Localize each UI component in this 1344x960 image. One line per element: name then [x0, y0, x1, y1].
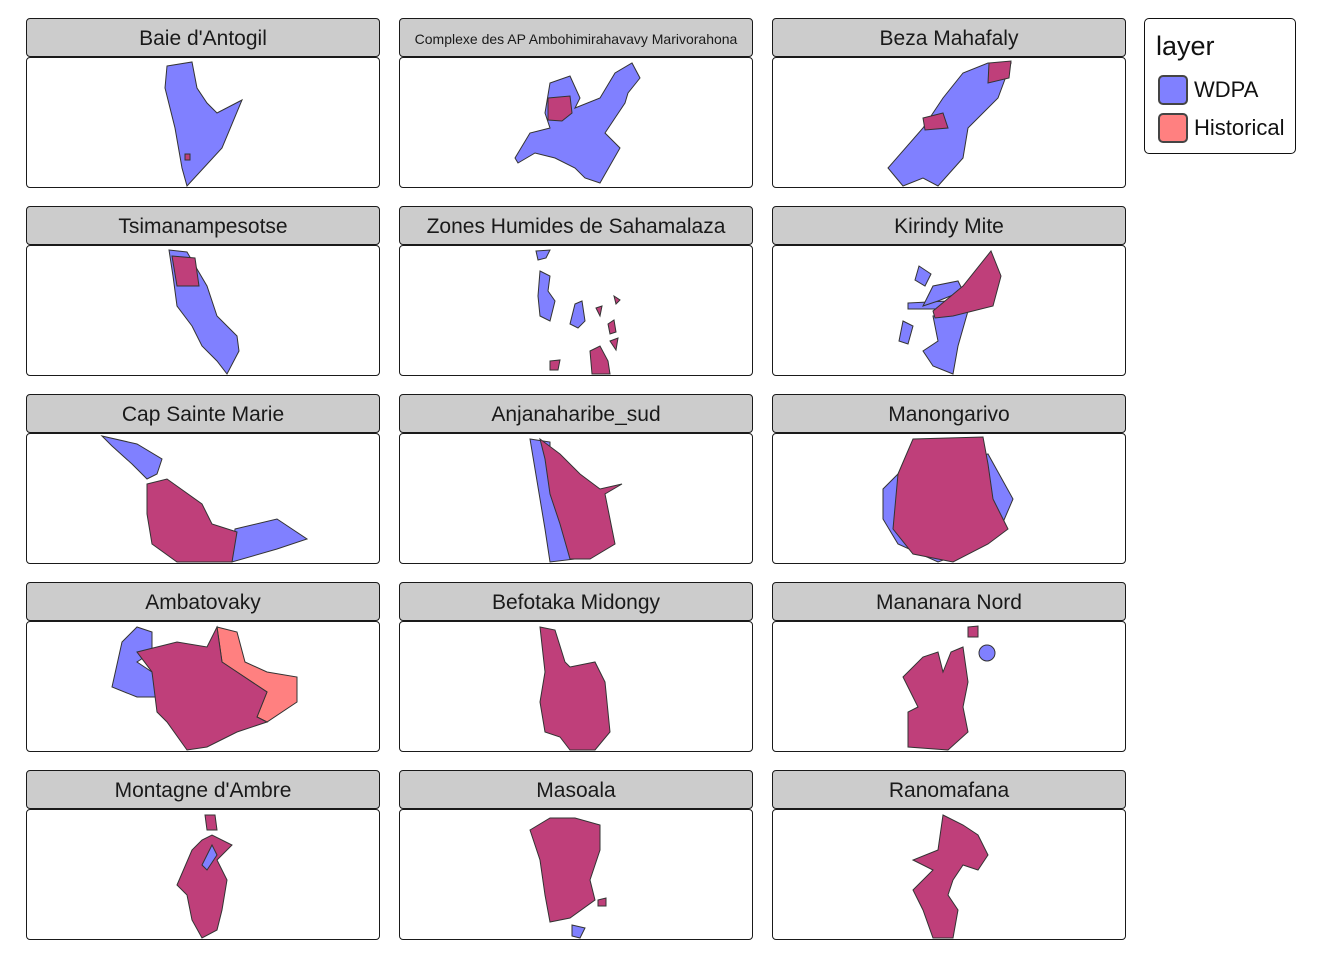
wdpa-polygon	[535, 249, 551, 261]
legend-title: layer	[1156, 31, 1215, 61]
overlap-polygon	[136, 625, 269, 751]
wdpa-polygon	[537, 270, 556, 322]
legend-label-wdpa: WDPA	[1194, 77, 1259, 102]
wdpa-polygon	[164, 61, 243, 187]
facet-plot-area	[26, 433, 380, 564]
wdpa-polygon	[569, 300, 586, 329]
facet-panel: Beza Mahafaly	[772, 18, 1126, 188]
facet-strip-label: Anjanaharibe_sud	[399, 394, 753, 433]
facet-strip-label: Ambatovaky	[26, 582, 380, 621]
overlap-polygon	[922, 112, 949, 131]
overlap-polygon	[607, 319, 617, 335]
facet-strip-label: Montagne d'Ambre	[26, 770, 380, 809]
facet-panel: Zones Humides de Sahamalaza	[399, 206, 753, 376]
facet-panel: Baie d'Antogil	[26, 18, 380, 188]
legend-key-historical	[1158, 113, 1188, 143]
facet-plot-area	[399, 621, 753, 752]
facet-strip-label: Ranomafana	[772, 770, 1126, 809]
facet-strip-label: Mananara Nord	[772, 582, 1126, 621]
facet-plot-area	[772, 433, 1126, 564]
facet-strip-label: Beza Mahafaly	[772, 18, 1126, 57]
overlap-polygon	[613, 294, 621, 305]
facet-strip-label: Befotaka Midongy	[399, 582, 753, 621]
overlap-polygon	[539, 626, 611, 751]
facet-plot-area	[26, 621, 380, 752]
facet-plot-area	[399, 809, 753, 940]
overlap-polygon	[597, 897, 607, 907]
overlap-polygon	[987, 60, 1012, 84]
overlap-polygon	[549, 359, 561, 371]
facet-plot-area	[26, 809, 380, 940]
facet-strip-label: Baie d'Antogil	[26, 18, 380, 57]
facet-panel: Anjanaharibe_sud	[399, 394, 753, 564]
facet-panel: Kirindy Mite	[772, 206, 1126, 376]
overlap-polygon	[204, 814, 218, 831]
facet-plot-area	[26, 245, 380, 376]
facet-panel: Ambatovaky	[26, 582, 380, 752]
overlap-polygon	[967, 625, 979, 638]
wdpa-polygon	[571, 924, 586, 939]
wdpa-polygon	[978, 644, 996, 662]
facet-panel: Masoala	[399, 770, 753, 940]
wdpa-polygon	[898, 320, 914, 345]
facet-strip-label: Zones Humides de Sahamalaza	[399, 206, 753, 245]
wdpa-polygon	[922, 310, 969, 375]
facet-strip-label: Complexe des AP Ambohimirahavavy Marivor…	[399, 18, 753, 57]
facet-plot-area	[399, 433, 753, 564]
overlap-polygon	[589, 345, 611, 375]
wdpa-polygon	[887, 62, 1012, 187]
legend-key-wdpa	[1158, 75, 1188, 105]
facet-plot-area	[772, 809, 1126, 940]
overlap-polygon	[892, 436, 1009, 563]
facet-panel: Befotaka Midongy	[399, 582, 753, 752]
wdpa-polygon	[514, 62, 641, 184]
facet-strip-label: Tsimanampesotse	[26, 206, 380, 245]
wdpa-polygon	[922, 280, 964, 307]
facet-plot-area	[399, 245, 753, 376]
overlap-polygon	[932, 250, 1002, 319]
wdpa-polygon	[231, 518, 309, 563]
facet-strip-label: Cap Sainte Marie	[26, 394, 380, 433]
overlap-polygon	[595, 305, 603, 318]
overlap-polygon	[176, 834, 233, 939]
facet-strip-label: Manongarivo	[772, 394, 1126, 433]
facet-panel: Montagne d'Ambre	[26, 770, 380, 940]
facet-strip-label: Masoala	[399, 770, 753, 809]
facet-plot-area	[772, 621, 1126, 752]
facet-panel: Cap Sainte Marie	[26, 394, 380, 564]
facet-plot-area	[399, 57, 753, 188]
facet-panel: Manongarivo	[772, 394, 1126, 564]
facet-plot-area	[772, 245, 1126, 376]
overlap-polygon	[911, 814, 989, 939]
overlap-polygon	[539, 437, 623, 560]
overlap-polygon	[184, 153, 191, 161]
facet-strip-label: Kirindy Mite	[772, 206, 1126, 245]
wdpa-polygon	[201, 843, 218, 871]
overlap-polygon	[902, 646, 969, 751]
facet-panel: Tsimanampesotse	[26, 206, 380, 376]
legend-label-historical: Historical	[1194, 115, 1285, 140]
wdpa-polygon	[100, 435, 163, 480]
overlap-polygon	[609, 337, 619, 352]
facet-plot-area	[26, 57, 380, 188]
overlap-polygon	[547, 95, 573, 122]
facet-plot-area	[772, 57, 1126, 188]
facet-panel: Mananara Nord	[772, 582, 1126, 752]
overlap-polygon	[171, 255, 200, 287]
legend: layer WDPA Historical	[1144, 18, 1296, 154]
facet-panel: Ranomafana	[772, 770, 1126, 940]
overlap-polygon	[529, 817, 601, 923]
wdpa-polygon	[914, 265, 932, 287]
facet-panel: Complexe des AP Ambohimirahavavy Marivor…	[399, 18, 753, 188]
overlap-polygon	[146, 478, 238, 563]
